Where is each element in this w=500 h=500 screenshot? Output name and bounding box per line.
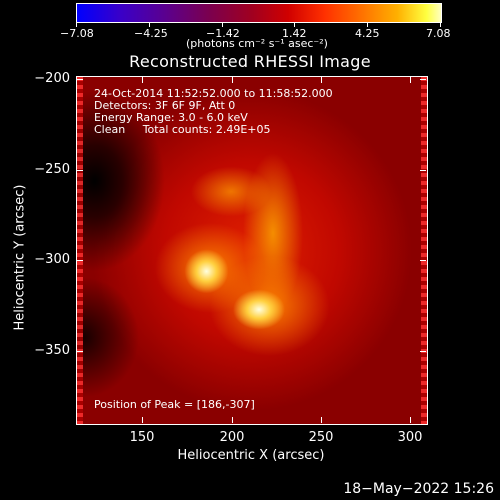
y-tick-label: −200 — [34, 71, 70, 86]
plot-title: Reconstructed RHESSI Image — [129, 52, 371, 71]
info-detectors: Detectors: 3F 6F 9F, Att 0 — [94, 99, 236, 112]
info-time-range: 24-Oct-2014 11:52:52.000 to 11:58:52.000 — [94, 87, 333, 100]
colorbar-tick-label: 7.08 — [426, 27, 451, 40]
y-tick-label: −350 — [34, 343, 70, 358]
info-energy-range: Energy Range: 3.0 - 6.0 keV — [94, 111, 248, 124]
x-tick-label: 300 — [397, 430, 423, 445]
colorbar-units: (photons cm⁻² s⁻¹ asec⁻²) — [186, 37, 328, 50]
image-right-edge — [421, 77, 427, 424]
colorbar-tick-label: 1.42 — [282, 27, 307, 40]
x-tick-label: 250 — [308, 430, 334, 445]
y-tick-label: −250 — [34, 162, 70, 177]
colorbar-tick-label: 4.25 — [355, 27, 380, 40]
rhessi-image: 24-Oct-2014 11:52:52.000 to 11:58:52.000… — [76, 76, 428, 425]
y-tick-label: −300 — [34, 252, 70, 267]
colorbar — [76, 3, 442, 23]
x-axis-label: Heliocentric X (arcsec) — [177, 448, 325, 463]
info-clean-counts: Clean Total counts: 2.49E+05 — [94, 123, 271, 136]
y-axis-label: Heliocentric Y (arcsec) — [12, 184, 28, 331]
image-left-edge — [77, 77, 83, 424]
timestamp: 18−May−2022 15:26 — [343, 481, 494, 497]
peak-position: Position of Peak = [186,-307] — [94, 398, 255, 411]
colorbar-tick-label: −4.25 — [134, 27, 168, 40]
colorbar-tick-label: −7.08 — [60, 27, 94, 40]
colorbar-tick-label: −1.42 — [206, 27, 240, 40]
x-tick-label: 150 — [129, 430, 155, 445]
x-tick-label: 200 — [219, 430, 245, 445]
